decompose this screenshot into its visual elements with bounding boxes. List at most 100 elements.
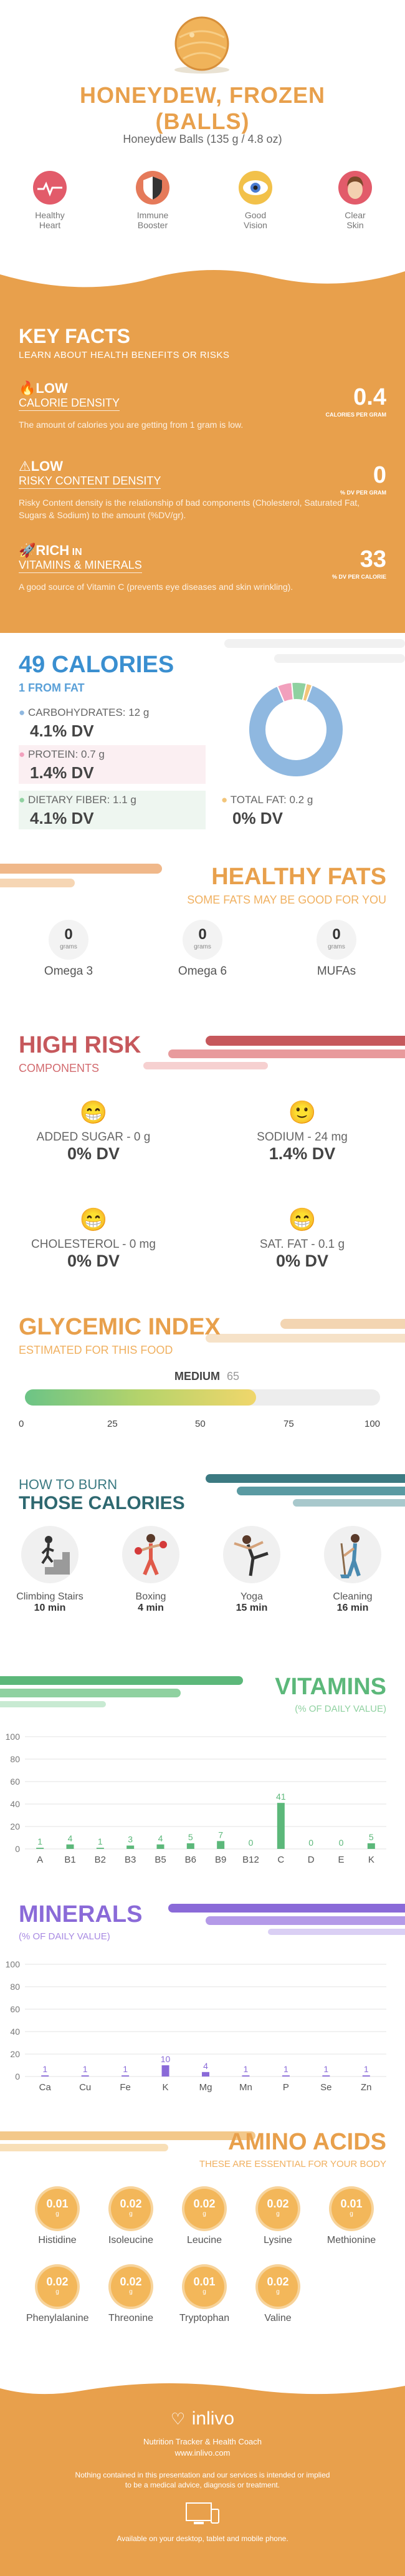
x-tick-label: C bbox=[277, 1855, 284, 1865]
calories-section: 49 CALORIES 1 FROM FAT ● CARBOHYDRATES: … bbox=[0, 633, 405, 857]
bar-B5 bbox=[156, 1844, 164, 1849]
x-tick-label: B6 bbox=[185, 1855, 196, 1865]
calories-donut-chart bbox=[248, 682, 344, 778]
burn-climbing-stairs: Climbing Stairs 10 min bbox=[6, 1525, 93, 1614]
amino-value: 0.01 bbox=[46, 2197, 69, 2210]
bar-value-label: 1 bbox=[98, 1836, 103, 1846]
bar-value-label: 0 bbox=[308, 1838, 313, 1848]
amino-name: Histidine bbox=[38, 2235, 77, 2246]
amino-unit: g bbox=[129, 2211, 133, 2217]
bar-value-label: 10 bbox=[161, 2054, 171, 2064]
glycemic-fill bbox=[25, 1389, 256, 1406]
hero-section: HONEYDEW, FROZEN (BALLS) Honeydew Balls … bbox=[0, 0, 405, 159]
amino-unit: g bbox=[129, 2289, 133, 2295]
glycemic-level-text: MEDIUM bbox=[174, 1370, 220, 1382]
amino-value: 0.02 bbox=[267, 2275, 289, 2288]
fact-name: CALORIE DENSITY bbox=[19, 397, 120, 411]
benefit-label: Immune bbox=[136, 210, 169, 220]
amino-name: Phenylalanine bbox=[26, 2313, 89, 2323]
available-text: Available on your desktop, tablet and mo… bbox=[117, 2534, 288, 2543]
amino-unit: g bbox=[350, 2211, 353, 2217]
benefit-good-vision: Good Vision bbox=[215, 169, 296, 230]
carbs-label: ● CARBOHYDRATES: 12 g bbox=[19, 707, 150, 718]
fat-unit: grams bbox=[328, 943, 345, 950]
smile-icon: 😁 bbox=[79, 1099, 108, 1125]
amino-value: 0.01 bbox=[193, 2275, 216, 2288]
bar-value-label: 1 bbox=[37, 1836, 42, 1846]
fat-dv: 0% DV bbox=[232, 809, 283, 827]
bar-value-label: 5 bbox=[369, 1832, 374, 1842]
disclaimer-line-1: Nothing contained in this presentation a… bbox=[75, 2471, 330, 2479]
disclaimer-line-2: to be a medical advice, diagnosis or tre… bbox=[125, 2481, 280, 2489]
x-tick-label: P bbox=[283, 2082, 289, 2093]
amino-unit: g bbox=[202, 2289, 206, 2295]
bar-value-label: 4 bbox=[203, 2061, 208, 2071]
x-tick-label: K bbox=[163, 2082, 169, 2093]
benefit-immune-booster: Immune Booster bbox=[112, 169, 193, 230]
x-tick-label: E bbox=[338, 1855, 344, 1865]
fat-name: MUFAs bbox=[317, 965, 356, 978]
x-tick-label: B5 bbox=[155, 1855, 166, 1865]
fat-text: TOTAL FAT: 0.2 g bbox=[230, 794, 313, 806]
x-tick-label: Ca bbox=[39, 2082, 52, 2093]
fat-unit: grams bbox=[60, 943, 77, 950]
fat-name: Omega 6 bbox=[178, 965, 227, 978]
fact-description: Risky Content density is the relationshi… bbox=[19, 498, 360, 520]
amino-name: Tryptophan bbox=[179, 2313, 230, 2323]
fat-omega6: 0 grams Omega 6 bbox=[168, 920, 237, 978]
amino-valine: 0.02 g Valine bbox=[247, 2267, 309, 2324]
amino-name: Valine bbox=[264, 2313, 292, 2323]
burn-activity: Yoga bbox=[241, 1591, 263, 1602]
amino-methionine: 0.01 g Methionine bbox=[320, 2189, 383, 2246]
shield-icon bbox=[136, 171, 169, 205]
amino-circle: 0.01 g bbox=[37, 2189, 77, 2229]
x-tick-label: B3 bbox=[125, 1855, 136, 1865]
calories-title: 49 CALORIES bbox=[19, 652, 174, 678]
fact-unit: CALORIES PER GRAM bbox=[325, 412, 386, 418]
footer-wave bbox=[0, 2377, 405, 2395]
fat-value: 0 bbox=[64, 926, 73, 943]
fact-unit: % DV PER GRAM bbox=[340, 490, 386, 496]
burn-activity: Climbing Stairs bbox=[16, 1591, 83, 1602]
vitamins-title: VITAMINS bbox=[275, 1674, 386, 1700]
food-title-line-2: (BALLS) bbox=[155, 109, 250, 134]
x-tick-label: Se bbox=[320, 2082, 331, 2093]
risk-dv: 0% DV bbox=[275, 1252, 329, 1270]
glycemic-track bbox=[25, 1389, 380, 1406]
minerals-section: MINERALS (% OF DAILY VALUE) 0 20 40 60 80 100… bbox=[0, 1899, 405, 2126]
amino-lysine: 0.02 g Lysine bbox=[247, 2189, 309, 2246]
protein-text: PROTEIN: 0.7 g bbox=[28, 748, 105, 760]
fat-label: ● TOTAL FAT: 0.2 g bbox=[221, 794, 313, 806]
yoga-icon bbox=[223, 1526, 280, 1583]
high-risk-stripes bbox=[143, 1036, 405, 1069]
burn-time: 10 min bbox=[34, 1603, 66, 1613]
amino-circle: 0.02 g bbox=[258, 2189, 298, 2229]
amino-tryptophan: 0.01 g Tryptophan bbox=[173, 2267, 236, 2324]
amino-circle: 0.02 g bbox=[184, 2189, 224, 2229]
amino-value: 0.01 bbox=[340, 2197, 363, 2210]
eye-icon bbox=[239, 171, 272, 205]
food-title-line-1: HONEYDEW, FROZEN bbox=[79, 82, 326, 108]
burn-stripes bbox=[206, 1474, 405, 1507]
bar-value-label: 0 bbox=[339, 1838, 344, 1848]
risk-label: SAT. FAT - 0.1 g bbox=[259, 1238, 345, 1251]
high-risk-title: HIGH RISK bbox=[19, 1032, 141, 1058]
amino-unit: g bbox=[55, 2211, 59, 2217]
benefit-label: Booster bbox=[137, 220, 168, 230]
fact-value: 0.4 bbox=[353, 384, 386, 410]
y-tick-label: 40 bbox=[10, 2027, 20, 2037]
cleaning-icon bbox=[324, 1526, 381, 1583]
burn-section: HOW TO BURN THOSE CALORIES Climbing Stai… bbox=[0, 1472, 405, 1671]
amino-value: 0.02 bbox=[193, 2197, 216, 2210]
minerals-stripes bbox=[168, 1904, 405, 1935]
brand-url[interactable]: www.inlivo.com bbox=[174, 2448, 231, 2458]
amino-threonine: 0.02 g Threonine bbox=[100, 2267, 162, 2324]
glycemic-tick: 75 bbox=[284, 1419, 294, 1429]
minerals-bar-chart: 0 20 40 60 80 100 1 Ca 1 Cu 1 Fe 10 K 4 Mg 1 Mn 1 P 1 Se 1 Zn bbox=[6, 1959, 386, 2093]
bar-B1 bbox=[66, 1844, 74, 1849]
fact-calorie-density: 🔥LOW CALORIE DENSITY 0.4 CALORIES PER GR… bbox=[19, 380, 386, 431]
rocket-icon: 🚀 bbox=[19, 543, 36, 558]
burn-activity: Boxing bbox=[135, 1591, 166, 1602]
glycemic-tick: 100 bbox=[364, 1419, 381, 1429]
